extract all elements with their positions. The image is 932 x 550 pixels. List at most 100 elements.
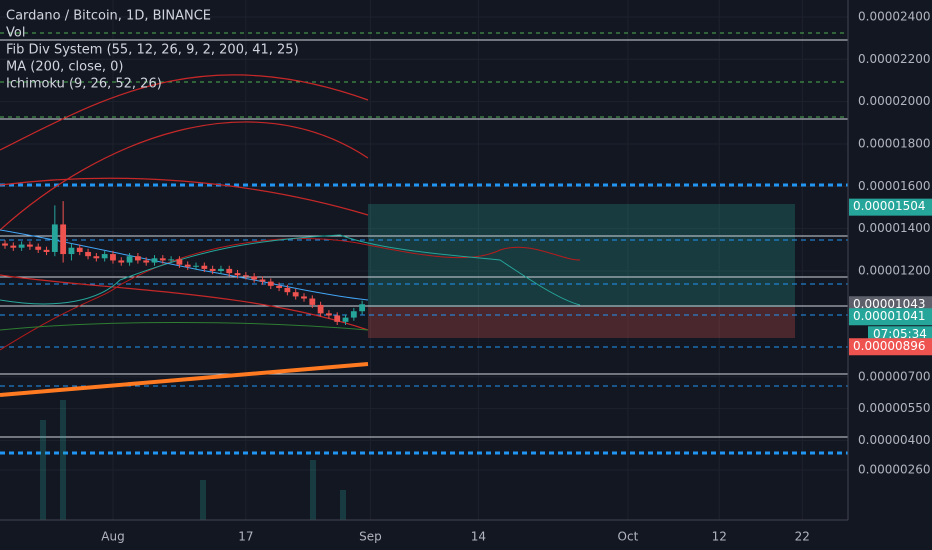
x-tick-label: Aug (101, 530, 124, 544)
x-tick-label: 17 (238, 530, 253, 544)
indicator: Fib Div System (55, 12, 26, 9, 2, 200, 4… (6, 43, 299, 58)
x-tick-label: 12 (712, 530, 727, 544)
price-badge-label: 0.00001504 (853, 199, 926, 213)
levels (0, 39, 848, 438)
candle-body (209, 268, 216, 272)
volume-bar (340, 490, 346, 520)
price-badge-label: 0.00000896 (853, 339, 926, 353)
y-tick-label: 0.00000400 (858, 433, 931, 447)
volume-bar (200, 480, 206, 520)
price-axis (848, 0, 932, 550)
candle-body (234, 273, 241, 276)
candle-body (10, 245, 17, 248)
candle-body (134, 256, 141, 261)
candle-body (251, 276, 258, 280)
indicator: MA (200, close, 0) (6, 60, 123, 75)
candle-body (126, 256, 133, 263)
candle-body (201, 265, 208, 269)
candle-body (342, 317, 349, 322)
overlays (0, 32, 848, 520)
volume-bar (310, 460, 316, 520)
chart-title: Cardano / Bitcoin, 1D, BINANCE (6, 9, 211, 24)
candle-body (76, 247, 83, 252)
x-tick-label: 22 (795, 530, 810, 544)
y-tick-label: 0.00001600 (858, 179, 931, 193)
price-badge (849, 338, 932, 356)
y-tick-label: 0.00000260 (858, 463, 931, 477)
price-badge-label: 0.00001043 (853, 297, 926, 311)
candle-body (292, 292, 299, 297)
y-tick-label: 0.00001200 (858, 264, 931, 278)
candle-body (101, 254, 108, 259)
band (0, 177, 369, 216)
candle-body (151, 258, 158, 263)
grid (0, 0, 848, 520)
band (0, 274, 369, 331)
candles (2, 201, 366, 325)
y-tick-label: 0.00002000 (858, 94, 931, 108)
fib-levels (0, 183, 848, 455)
candle-body (18, 244, 25, 248)
candle-body (159, 258, 166, 261)
price-badge (849, 308, 932, 326)
candle-body (284, 287, 291, 293)
candle-body (93, 256, 100, 259)
candle-body (118, 260, 125, 263)
y-tick-label: 0.00000700 (858, 369, 931, 383)
candle-body (259, 279, 266, 282)
candle-body (176, 259, 183, 265)
candle-body (309, 298, 316, 305)
candle-body (193, 265, 199, 267)
candle-body (2, 243, 8, 246)
x-tick-label: Sep (359, 530, 382, 544)
band (0, 121, 369, 231)
candle-body (350, 311, 357, 318)
green-levels (0, 32, 848, 118)
band (0, 74, 369, 151)
axes: 0.00002400 0.00002200 0.00002000 0.00001800… (101, 9, 932, 544)
candle-body (276, 285, 282, 288)
candle-body (184, 264, 191, 267)
candle-body (85, 251, 91, 257)
indicator: Ichimoku (9, 26, 52, 26) (6, 77, 162, 92)
candle-body (27, 244, 33, 247)
bands (0, 74, 369, 331)
x-tick-label: Oct (618, 530, 639, 544)
candle-body (51, 224, 58, 252)
y-tick-label: 0.00001800 (858, 136, 931, 150)
moving-average (0, 362, 369, 397)
candle-body (301, 296, 307, 299)
candle-body (359, 304, 366, 312)
target-zone (368, 204, 795, 307)
candle-body (143, 260, 150, 263)
x-tick-label: 14 (471, 530, 486, 544)
candle-body (68, 247, 75, 255)
candle-body (334, 315, 341, 322)
y-tick-label: 0.00000550 (858, 401, 931, 415)
candle-body (226, 268, 233, 274)
candle-body (242, 275, 249, 277)
candle-body (168, 259, 175, 261)
tenkan (0, 229, 369, 301)
y-tick-label: 0.00001400 (858, 221, 931, 235)
candle-body (267, 281, 274, 286)
candle-body (110, 254, 116, 261)
volume-bar (40, 420, 46, 520)
volume (40, 400, 346, 520)
y-tick-label: 0.00002400 (858, 9, 931, 23)
ichimoku-line (0, 322, 369, 331)
candle-body (326, 313, 332, 316)
price-badge (849, 198, 932, 216)
y-tick-label: 0.00002200 (858, 52, 931, 66)
ichimoku-span (0, 234, 581, 306)
candle-body (60, 224, 67, 255)
volume-bar (60, 400, 66, 520)
price-badge-label: 0.00001041 (853, 309, 926, 323)
indicator: Vol (6, 26, 25, 41)
candle-body (317, 304, 324, 314)
ichimoku-span (0, 238, 581, 351)
candle-body (35, 246, 42, 250)
candle-body (218, 268, 224, 272)
